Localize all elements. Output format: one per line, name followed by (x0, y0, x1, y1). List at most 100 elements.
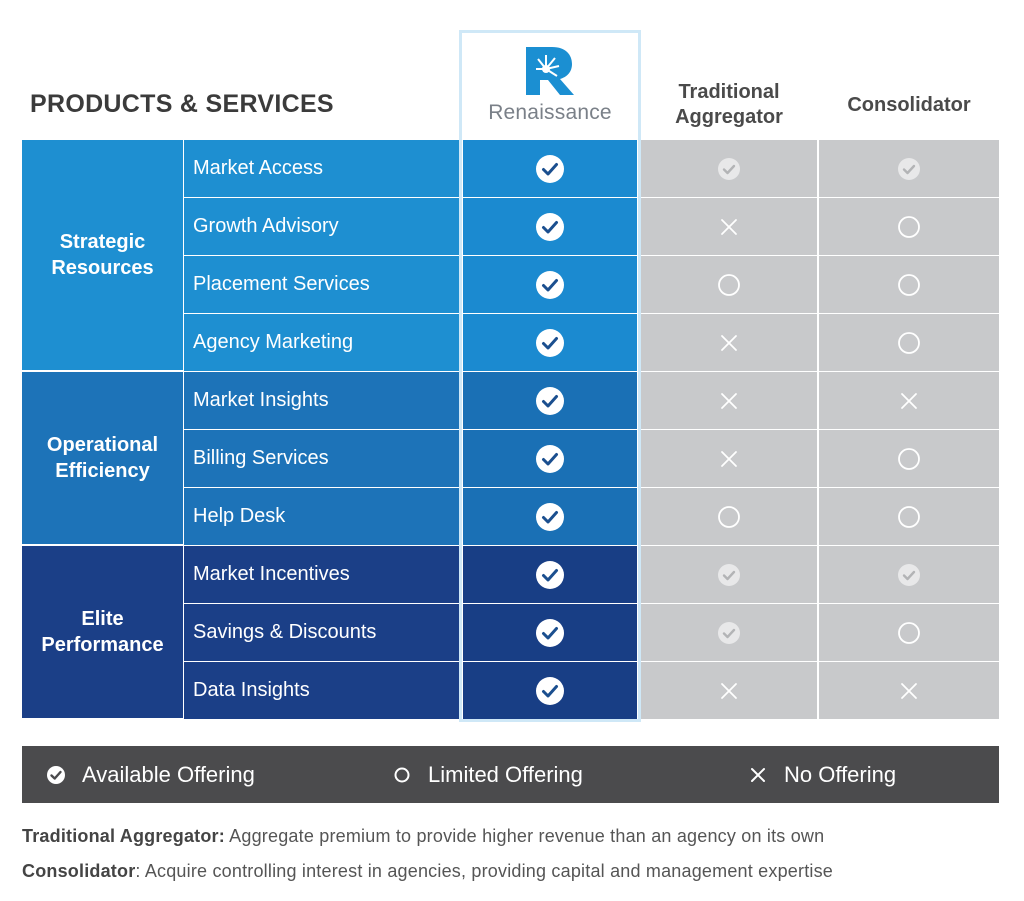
renaissance-cell (463, 314, 637, 371)
consolidator-cell (819, 488, 999, 545)
table-row: Agency Marketing (22, 314, 999, 372)
note-consolidator: Consolidator: Acquire controlling intere… (22, 861, 833, 882)
renaissance-wordmark: Renaissance (488, 101, 612, 124)
traditional-cell (641, 198, 817, 255)
legend-bar: Available Offering Limited Offering No O… (22, 746, 999, 803)
legend-limited: Limited Offering (392, 746, 583, 803)
table-row: Growth Advisory (22, 198, 999, 256)
x-mark-icon (718, 332, 740, 354)
check-circle-icon (535, 502, 565, 532)
traditional-cell (641, 430, 817, 487)
legend-limited-label: Limited Offering (428, 761, 583, 787)
renaissance-cell (463, 256, 637, 313)
consolidator-cell (819, 140, 999, 197)
check-circle-icon (897, 563, 921, 587)
consolidator-cell (819, 256, 999, 313)
service-label: Agency Marketing (184, 314, 462, 371)
consolidator-cell (819, 314, 999, 371)
renaissance-cell (463, 604, 637, 661)
group-elite-performance: Elite Performance (22, 546, 183, 718)
open-circle-icon (897, 273, 921, 297)
x-mark-icon (718, 448, 740, 470)
note-traditional-text: Aggregate premium to provide higher reve… (224, 826, 825, 846)
legend-none-label: No Offering (784, 761, 897, 787)
check-circle-icon (535, 212, 565, 242)
check-circle-icon (535, 328, 565, 358)
check-circle-icon (535, 154, 565, 184)
renaissance-cell (463, 140, 637, 197)
service-label: Help Desk (184, 488, 462, 545)
service-label: Placement Services (184, 256, 462, 313)
service-label: Market Insights (184, 372, 462, 429)
legend-available: Available Offering (46, 746, 255, 803)
traditional-cell (641, 256, 817, 313)
table-row: Market Insights (22, 372, 999, 430)
open-circle-icon (897, 215, 921, 239)
check-circle-icon (717, 563, 741, 587)
table-row: Placement Services (22, 256, 999, 314)
check-circle-icon (535, 560, 565, 590)
table-row: Savings & Discounts (22, 604, 999, 662)
traditional-cell (641, 546, 817, 603)
check-circle-icon (535, 270, 565, 300)
service-label: Billing Services (184, 430, 462, 487)
traditional-cell (641, 662, 817, 719)
service-label: Growth Advisory (184, 198, 462, 255)
renaissance-cell (463, 662, 637, 719)
renaissance-cell (463, 488, 637, 545)
open-circle-icon (897, 505, 921, 529)
check-circle-icon (535, 386, 565, 416)
service-label: Market Incentives (184, 546, 462, 603)
traditional-cell (641, 488, 817, 545)
check-circle-icon (717, 157, 741, 181)
consolidator-cell (819, 604, 999, 661)
renaissance-column-header: Renaissance (462, 33, 638, 138)
service-label: Data Insights (184, 662, 462, 719)
table-row: Data Insights (22, 662, 999, 720)
x-mark-icon (748, 765, 768, 785)
x-mark-icon (718, 390, 740, 412)
renaissance-cell (463, 546, 637, 603)
note-traditional-label: Traditional Aggregator: (22, 826, 225, 846)
open-circle-icon (897, 447, 921, 471)
consolidator-cell (819, 372, 999, 429)
table-row: Market Incentives (22, 546, 999, 604)
service-label: Savings & Discounts (184, 604, 462, 661)
check-circle-icon (535, 444, 565, 474)
open-circle-icon (717, 273, 741, 297)
consolidator-cell (819, 198, 999, 255)
consolidator-cell (819, 662, 999, 719)
renaissance-cell (463, 430, 637, 487)
open-circle-icon (392, 765, 412, 785)
table-row: Market Access (22, 140, 999, 198)
check-circle-icon (535, 676, 565, 706)
x-mark-icon (718, 680, 740, 702)
traditional-aggregator-header: Traditional Aggregator (675, 81, 783, 128)
table-row: Help Desk (22, 488, 999, 546)
renaissance-cell (463, 198, 637, 255)
check-circle-icon (717, 621, 741, 645)
note-consolidator-text: : Acquire controlling interest in agenci… (135, 861, 834, 881)
legend-available-label: Available Offering (82, 761, 255, 787)
traditional-cell (641, 604, 817, 661)
traditional-cell (641, 372, 817, 429)
check-circle-icon (897, 157, 921, 181)
traditional-cell (641, 314, 817, 371)
traditional-cell (641, 140, 817, 197)
note-traditional: Traditional Aggregator: Aggregate premiu… (22, 826, 824, 847)
service-label: Market Access (184, 140, 462, 197)
open-circle-icon (897, 621, 921, 645)
check-circle-icon (535, 618, 565, 648)
renaissance-cell (463, 372, 637, 429)
check-circle-icon (46, 765, 66, 785)
consolidator-cell (819, 546, 999, 603)
x-mark-icon (898, 390, 920, 412)
x-mark-icon (718, 216, 740, 238)
consolidator-cell (819, 430, 999, 487)
open-circle-icon (897, 331, 921, 355)
group-operational-efficiency: Operational Efficiency (22, 372, 183, 544)
x-mark-icon (898, 680, 920, 702)
group-strategic-resources: Strategic Resources (22, 140, 183, 370)
note-consolidator-label: Consolidator (22, 861, 136, 881)
renaissance-r-logo-icon (526, 47, 574, 95)
